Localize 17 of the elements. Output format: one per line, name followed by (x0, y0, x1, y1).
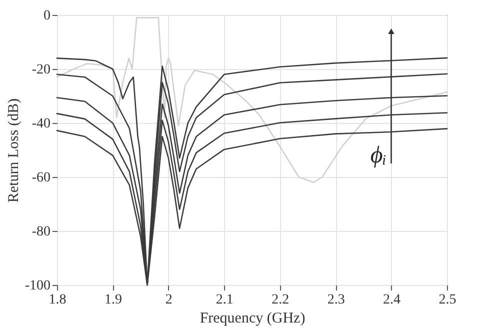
y-tick-label: -40 (32, 116, 50, 132)
y-axis-title: Return Loss (dB) (6, 98, 22, 203)
x-tick-label: 1.9 (104, 292, 122, 308)
x-tick-label: 2.5 (438, 292, 456, 308)
annotation: ϕᵢ (370, 142, 387, 168)
x-tick-label: 2.3 (327, 292, 345, 308)
y-tick-label: -60 (32, 170, 50, 186)
x-tick-label: 2 (165, 292, 172, 308)
x-axis-title: Frequency (GHz) (200, 310, 306, 326)
x-tick-label: 2.1 (216, 292, 234, 308)
x-tick-label: 2.2 (272, 292, 290, 308)
y-tick-label: 0 (44, 8, 50, 24)
y-tick-label: -100 (24, 278, 50, 294)
x-tick-label: 2.4 (383, 292, 401, 308)
y-tick-label: -80 (32, 224, 50, 240)
y-tick-label: -20 (32, 62, 50, 78)
x-tick-label: 1.8 (48, 292, 66, 308)
